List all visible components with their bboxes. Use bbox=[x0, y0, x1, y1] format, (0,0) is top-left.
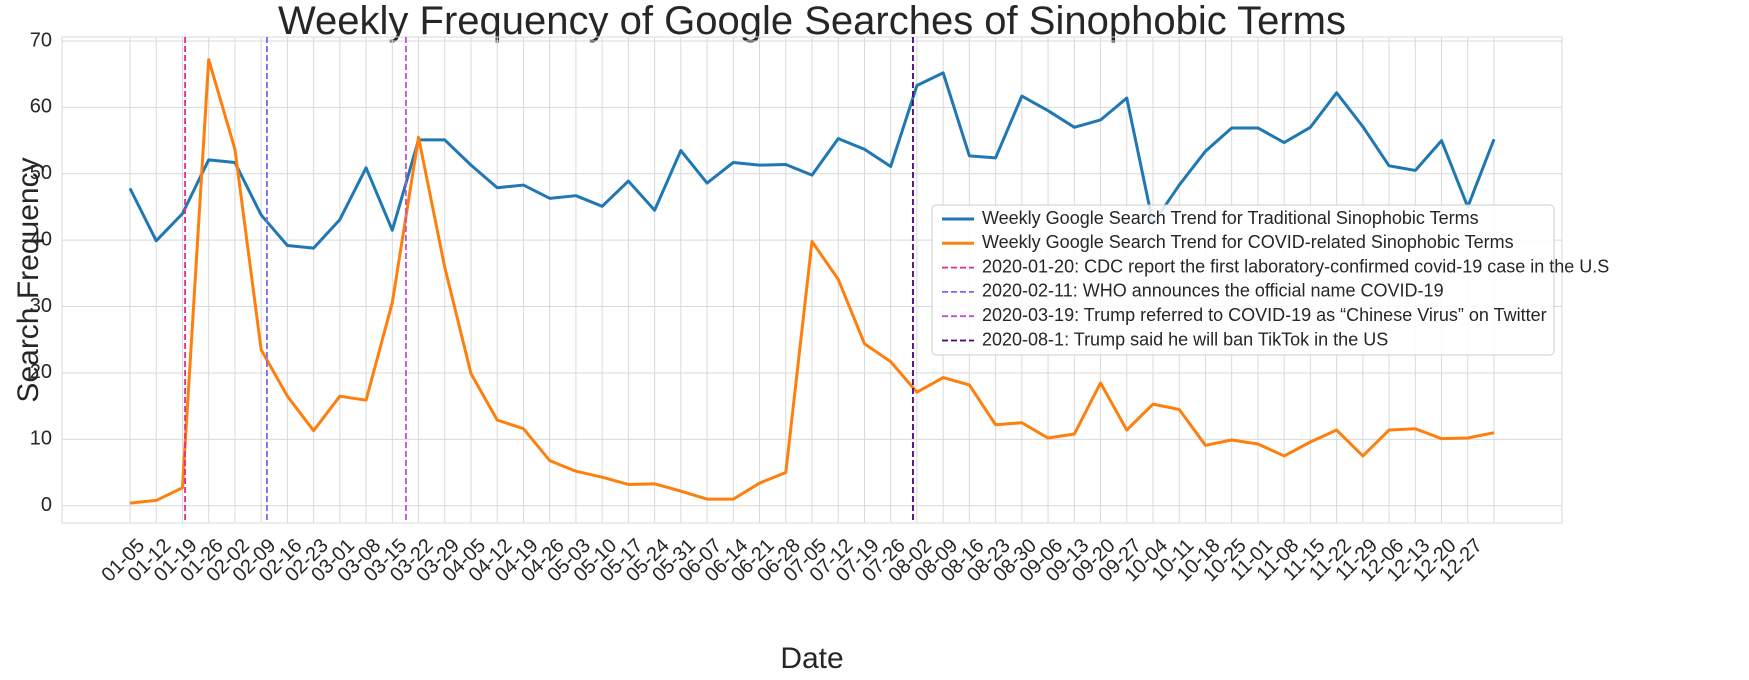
y-tick-label: 50 bbox=[30, 162, 52, 184]
y-axis-label: Search Frequency bbox=[12, 157, 45, 402]
y-tick-label: 70 bbox=[30, 29, 52, 51]
plot-frame bbox=[61, 36, 1563, 524]
y-tick-label: 60 bbox=[30, 96, 52, 118]
legend-label: Weekly Google Search Trend for Tradition… bbox=[982, 208, 1479, 228]
data-line bbox=[128, 71, 1496, 250]
legend-label: 2020-03-19: Trump referred to COVID-19 a… bbox=[982, 305, 1547, 325]
legend-box bbox=[931, 204, 1555, 356]
x-axis-label: Date bbox=[780, 642, 843, 675]
legend-label: 2020-01-20: CDC report the first laborat… bbox=[982, 256, 1609, 276]
y-tick-label: 30 bbox=[30, 295, 52, 317]
y-tick-label: 40 bbox=[30, 228, 52, 250]
y-tick-label: 0 bbox=[41, 494, 52, 516]
legend-label: Weekly Google Search Trend for COVID-rel… bbox=[982, 232, 1514, 252]
chart-title: Weekly Frequency of Google Searches of S… bbox=[278, 0, 1346, 43]
y-tick-label: 20 bbox=[30, 361, 52, 383]
data-line bbox=[129, 58, 1495, 505]
legend: Weekly Google Search Trend for Tradition… bbox=[931, 204, 1609, 356]
grid bbox=[62, 37, 1562, 523]
legend-label: 2020-08-1: Trump said he will ban TikTok… bbox=[982, 329, 1388, 349]
legend-label: 2020-02-11: WHO announces the official n… bbox=[982, 281, 1444, 301]
y-tick-label: 10 bbox=[30, 428, 52, 450]
